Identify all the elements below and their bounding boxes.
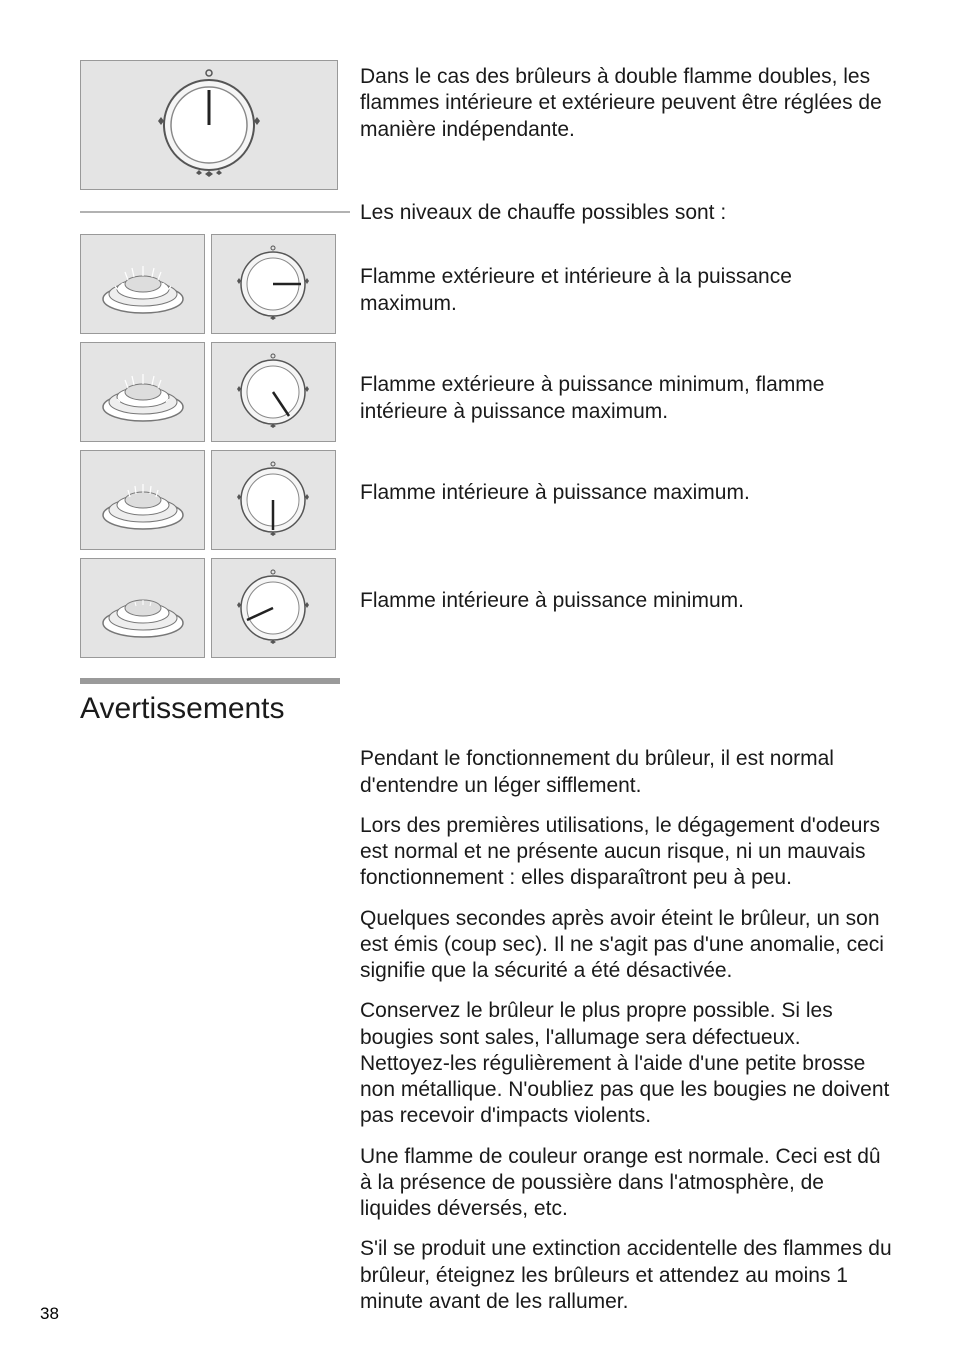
levels-intro-row: Les niveaux de chauffe possibles sont :: [80, 198, 894, 226]
dial-illustration-2: [211, 342, 336, 442]
warning-paragraph: Pendant le fonctionnement du brûleur, il…: [360, 746, 894, 799]
level-row-4: Flamme intérieure à puissance minimum.: [80, 558, 894, 658]
dial-pos4-icon: [231, 566, 316, 651]
level-4-text: Flamme intérieure à puissance minimum.: [340, 558, 894, 614]
dial-illustration-4: [211, 558, 336, 658]
connector-line-icon: [80, 198, 360, 226]
intro-row: Dans le cas des brûleurs à double flamme…: [80, 60, 894, 190]
warning-paragraph: Conservez le brûleur le plus propre poss…: [360, 998, 894, 1129]
dial-illustration-3: [211, 450, 336, 550]
section-rule: [80, 678, 340, 684]
burner-illustration-1: [80, 234, 205, 334]
level-2-illustrations: [80, 342, 340, 442]
warning-paragraph: Quelques secondes après avoir éteint le …: [360, 906, 894, 985]
level-1-illustrations: [80, 234, 340, 334]
dial-pos1-icon: [231, 242, 316, 327]
burner-maxmax-icon: [98, 244, 188, 324]
warning-paragraph: Une flamme de couleur orange est normale…: [360, 1144, 894, 1223]
section-title: Avertissements: [80, 692, 894, 726]
page-number: 38: [40, 1304, 59, 1324]
burner-minmax-icon: [98, 352, 188, 432]
intro-illustration-col: [80, 60, 340, 190]
levels-intro-spacer: [80, 198, 340, 226]
burner-innermax-icon: [98, 460, 188, 540]
warning-paragraph: Lors des premières utilisations, le déga…: [360, 813, 894, 892]
intro-text: Dans le cas des brûleurs à double flamme…: [340, 60, 894, 143]
level-2-text: Flamme extérieure à puissance minimum, f…: [340, 342, 894, 425]
level-row-3: Flamme intérieure à puissance maximum.: [80, 450, 894, 550]
level-row-2: Flamme extérieure à puissance minimum, f…: [80, 342, 894, 442]
burner-illustration-4: [80, 558, 205, 658]
dial-illustration-1: [211, 234, 336, 334]
dial-illustration-large: [80, 60, 338, 190]
levels-intro-text: Les niveaux de chauffe possibles sont :: [340, 198, 894, 226]
warnings-block: Pendant le fonctionnement du brûleur, il…: [360, 746, 894, 1315]
burner-innermin-icon: [98, 568, 188, 648]
dial-pos3-icon: [231, 458, 316, 543]
burner-illustration-2: [80, 342, 205, 442]
level-row-1: Flamme extérieure et intérieure à la pui…: [80, 234, 894, 334]
level-1-text: Flamme extérieure et intérieure à la pui…: [340, 234, 894, 317]
level-4-illustrations: [80, 558, 340, 658]
dial-knob-icon: [149, 65, 269, 185]
dial-pos2-icon: [231, 350, 316, 435]
warning-paragraph: S'il se produit une extinction accidente…: [360, 1236, 894, 1315]
level-3-illustrations: [80, 450, 340, 550]
level-3-text: Flamme intérieure à puissance maximum.: [340, 450, 894, 506]
burner-illustration-3: [80, 450, 205, 550]
